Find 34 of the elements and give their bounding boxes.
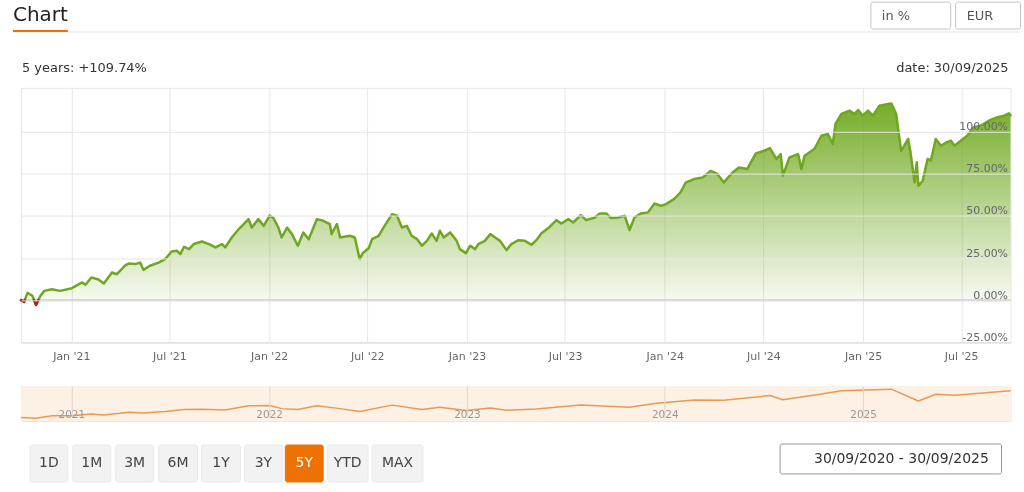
text: 5Y <box>295 454 314 471</box>
x-tick-label: Jul '25 <box>943 349 979 363</box>
text: 1D <box>39 454 59 471</box>
x-tick-label: 2022 <box>256 407 283 420</box>
x-tick-label: Jul '23 <box>547 349 583 363</box>
y-tick-label: -25.00% <box>962 330 1009 344</box>
x-tick-label: 2024 <box>651 407 679 420</box>
text: YTD <box>332 454 362 471</box>
text: MAX <box>381 454 414 471</box>
x-tick-label: Jan '24 <box>645 349 684 363</box>
x-tick-label: Jan '22 <box>249 349 289 363</box>
chart-subtitle: 5 years: +109.74% <box>21 59 147 75</box>
text: 1Y <box>212 454 231 471</box>
text: in % <box>881 7 911 23</box>
x-tick-label: 2025 <box>850 407 877 420</box>
text: 3Y <box>254 454 273 471</box>
text: EUR <box>966 7 994 23</box>
x-tick-label: Jul '22 <box>349 349 385 363</box>
text: date: 30/09/2025 <box>896 59 1009 75</box>
x-tick-label: Jul '24 <box>746 349 781 363</box>
y-tick-label: 25.00% <box>966 246 1009 260</box>
text: 1M <box>81 454 103 471</box>
y-tick-label: 0.00% <box>973 288 1009 302</box>
text: 3M <box>124 454 146 471</box>
text: 6M <box>167 454 189 471</box>
chart-title: Chart <box>12 2 68 27</box>
x-tick-label: 2023 <box>454 407 481 420</box>
x-tick-label: Jan '25 <box>843 349 883 363</box>
x-tick-label: Jul '21 <box>152 349 187 363</box>
y-tick-label: 75.00% <box>966 162 1009 176</box>
x-tick-label: Jan '23 <box>447 349 487 363</box>
text: 30/09/2020 - 30/09/2025 <box>814 449 989 466</box>
x-tick-label: Jan '21 <box>52 349 91 363</box>
y-tick-label: 50.00% <box>966 204 1009 218</box>
